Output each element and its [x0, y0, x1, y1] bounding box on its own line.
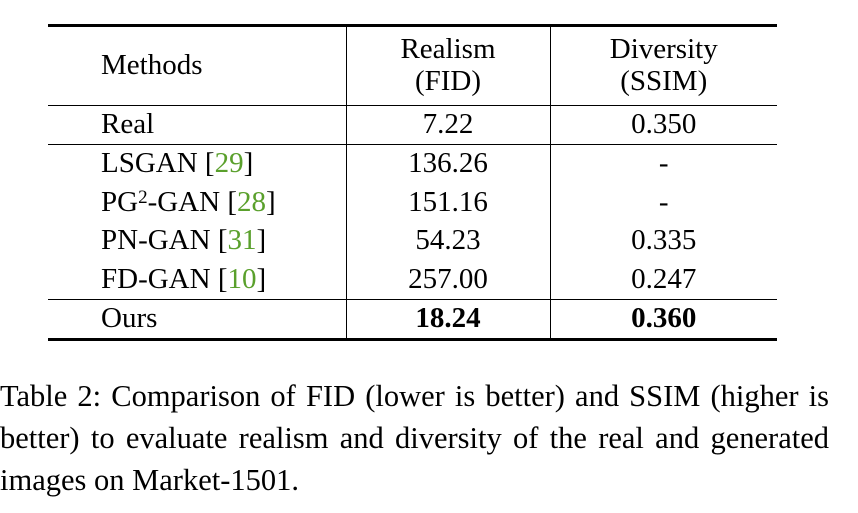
header-diversity-metric: (SSIM) [620, 65, 708, 97]
citation-link[interactable]: 29 [214, 147, 244, 180]
method-cell: FD-GAN [10] [48, 260, 347, 300]
fid-cell: 7.22 [346, 105, 551, 145]
citation-link[interactable]: 28 [237, 185, 266, 218]
method-cell: LSGAN [29] [48, 144, 347, 184]
results-table: Methods Realism (FID) Diversity (SSIM) R… [48, 24, 777, 341]
ssim-cell-best: 0.360 [631, 302, 697, 335]
ssim-cell: 0.335 [631, 224, 697, 257]
table-header-row: Methods Realism (FID) Diversity (SSIM) [48, 25, 777, 106]
table-caption: Table 2: Comparison of FID (lower is bet… [0, 379, 829, 497]
header-diversity: Diversity (SSIM) [550, 25, 777, 106]
method-name: PG [101, 185, 139, 218]
method-cell: PN-GAN [31] [48, 222, 347, 261]
fid-cell: 257.00 [346, 260, 551, 300]
method-name: PN-GAN [101, 224, 211, 257]
fid-cell-best: 18.24 [346, 299, 551, 340]
table-row-real: Real 7.22 0.350 [48, 105, 777, 145]
fid-cell: 151.16 [346, 183, 551, 222]
header-realism: Realism (FID) [346, 25, 551, 106]
table-row-ours: Ours 18.24 0.360 [48, 299, 777, 340]
header-realism-metric: (FID) [414, 65, 482, 97]
citation-link[interactable]: 31 [227, 224, 257, 257]
header-realism-title: Realism [400, 33, 496, 66]
ssim-cell: 0.350 [550, 105, 777, 145]
method-name-suffix: -GAN [147, 185, 221, 218]
table-row: PN-GAN [31] 54.23 0.335 [48, 222, 777, 261]
header-diversity-title: Diversity [609, 33, 718, 66]
results-table-container: Methods Realism (FID) Diversity (SSIM) R… [48, 24, 777, 341]
fid-cell: 136.26 [346, 144, 551, 184]
method-cell: PG2-GAN [28] [48, 183, 347, 222]
method-cell: Ours [48, 299, 347, 340]
ssim-cell: - [658, 185, 669, 218]
method-superscript: 2 [138, 187, 148, 209]
citation-link[interactable]: 10 [227, 262, 257, 295]
ssim-cell: 0.247 [550, 260, 777, 300]
table-row: FD-GAN [10] 257.00 0.247 [48, 260, 777, 300]
header-methods: Methods [48, 25, 347, 106]
method-name: LSGAN [101, 147, 198, 180]
ssim-cell: - [658, 147, 669, 180]
table-row: LSGAN [29] 136.26 - [48, 144, 777, 184]
method-name: FD-GAN [101, 262, 211, 295]
method-cell: Real [48, 105, 347, 145]
table-row: PG2-GAN [28] 151.16 - [48, 183, 777, 222]
fid-cell: 54.23 [346, 222, 551, 261]
